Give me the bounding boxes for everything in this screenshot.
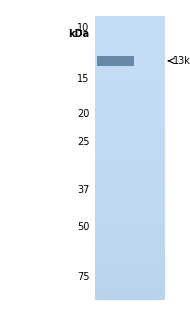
Text: 15: 15 <box>77 74 89 83</box>
Text: 37: 37 <box>77 185 89 195</box>
Text: 75: 75 <box>77 272 89 282</box>
Text: 20: 20 <box>77 109 89 119</box>
Text: 25: 25 <box>77 137 89 146</box>
Text: 50: 50 <box>77 222 89 232</box>
Text: 10: 10 <box>77 23 89 33</box>
Bar <box>97 56 134 66</box>
Text: 13kDa: 13kDa <box>173 56 190 66</box>
Text: kDa: kDa <box>68 29 89 40</box>
